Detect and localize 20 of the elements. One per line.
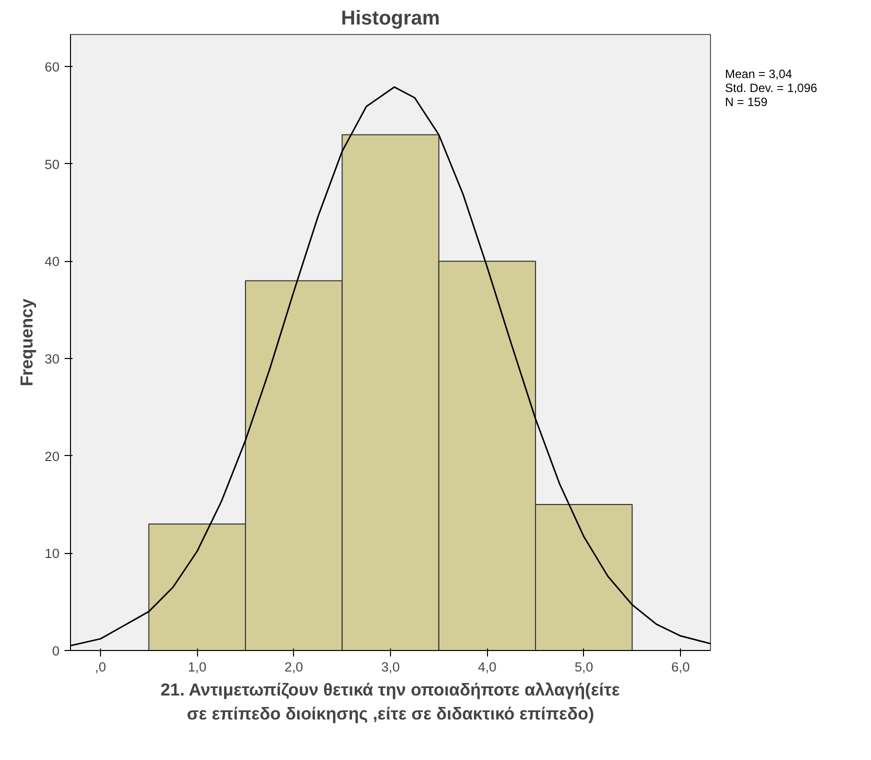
- x-tick-label: 2,0: [284, 660, 304, 674]
- y-tick-label: 0: [52, 644, 60, 658]
- y-tick-label: 10: [44, 546, 60, 562]
- y-tick-label: 30: [44, 352, 60, 367]
- y-tick-label: 60: [44, 60, 60, 75]
- x-axis-title: 21. Αντιμετωπίζουν θετικά την οποιαδήποτε αλλαγή(είτε σε επίπεδο διοίκησης ,είτε σε διδακτικό επίπεδο): [160, 680, 620, 724]
- x-tick-label: 1,0: [188, 660, 206, 674]
- y-tick-label: 40: [44, 254, 60, 270]
- x-tick-label: ,0: [94, 660, 106, 674]
- x-tick-label: 4,0: [478, 660, 496, 674]
- text: N = 159: [725, 95, 768, 109]
- y-axis-title: Frequency: [16, 298, 37, 386]
- x-tick-label: 5,0: [574, 660, 594, 674]
- text: Mean = 3,04: [725, 67, 794, 81]
- y-tick-label: 50: [44, 156, 60, 172]
- text: Std. Dev. = 1,096: [725, 81, 818, 95]
- x-tick-label: 6,0: [671, 660, 690, 674]
- y-tick-label: 20: [44, 448, 60, 464]
- chart-title: Histogram: [341, 8, 440, 30]
- x-tick-label: 3,0: [381, 660, 400, 674]
